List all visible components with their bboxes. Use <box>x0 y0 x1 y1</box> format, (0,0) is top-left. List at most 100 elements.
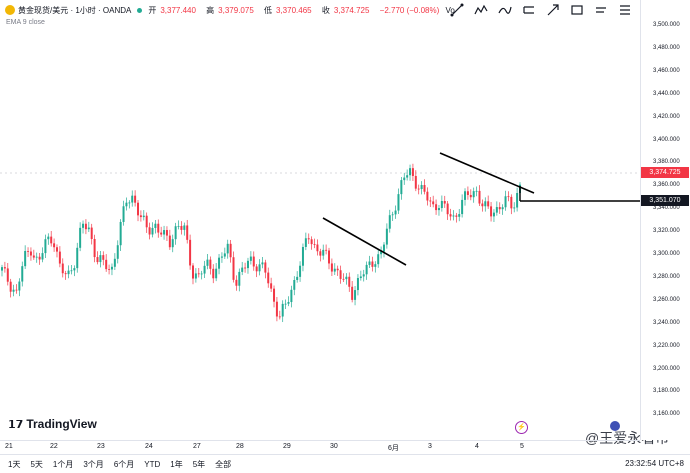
candle-body <box>24 250 27 267</box>
candle-body <box>249 256 252 261</box>
symbol-title[interactable]: 黄金现货/美元 · 1小时 · OANDA <box>18 5 132 15</box>
candle-body <box>18 281 21 291</box>
candle-body <box>119 221 122 246</box>
candle-body <box>356 278 359 291</box>
candle-body <box>154 223 157 228</box>
indicator-legend[interactable]: EMA 9 close <box>6 19 45 26</box>
us-flag-icon[interactable] <box>610 421 620 431</box>
candle-body <box>275 301 278 317</box>
candle-body <box>371 261 374 267</box>
candle-body <box>44 239 47 254</box>
candle-body <box>270 283 273 289</box>
candle-body <box>180 225 183 230</box>
price-tick: 3,240.000 <box>653 319 680 326</box>
candle-body <box>348 276 351 287</box>
ruler-icon[interactable] <box>520 1 538 19</box>
rectangle-icon[interactable] <box>568 1 586 19</box>
arrow-icon[interactable] <box>544 1 562 19</box>
timeframe-button[interactable]: 3个月 <box>83 459 104 469</box>
curve-icon[interactable] <box>496 1 514 19</box>
timeframe-button[interactable]: YTD <box>144 459 161 469</box>
candle-body <box>244 267 247 269</box>
date-tick: 28 <box>236 443 244 450</box>
candle-body <box>478 190 481 204</box>
candle-body <box>226 243 229 254</box>
candle-body <box>148 227 151 235</box>
price-chart[interactable] <box>0 20 640 440</box>
candle-body <box>490 206 493 217</box>
candle-body <box>209 259 212 269</box>
candle-body <box>452 215 455 217</box>
candle-body <box>429 200 432 202</box>
candle-body <box>501 207 504 210</box>
price-tick: 3,420.000 <box>653 113 680 120</box>
candle-body <box>53 243 56 248</box>
candle-body <box>191 265 194 279</box>
candle-body <box>73 268 76 271</box>
candles-group <box>1 163 521 323</box>
candle-body <box>183 225 186 230</box>
candle-body <box>232 257 235 280</box>
ohlc-values: 开 3,377.440 高 3,379.075 低 3,370.465 收 3,374.… <box>148 5 459 16</box>
candle-body <box>492 212 495 217</box>
timeframe-button[interactable]: 全部 <box>215 459 232 469</box>
date-tick: 24 <box>145 443 153 450</box>
timeframe-button[interactable]: 1个月 <box>52 459 74 469</box>
pattern-icon[interactable] <box>472 1 490 19</box>
timeframe-button[interactable]: 1天 <box>8 459 21 469</box>
candle-body <box>325 249 328 251</box>
trend-line-icon[interactable] <box>448 1 466 19</box>
candle-body <box>498 207 501 210</box>
candle-body <box>238 271 241 286</box>
change-value: −2.770 (−0.08%) <box>379 5 440 15</box>
candle-body <box>409 168 412 176</box>
date-tick: 27 <box>193 443 201 450</box>
price-axis[interactable]: 3,500.000 3,480.000 3,460.000 3,440.000 3,42… <box>640 0 690 440</box>
candle-body <box>267 272 270 284</box>
fib-icon[interactable] <box>616 1 634 19</box>
clock[interactable]: 23:32:54 UTC+8 <box>625 459 684 468</box>
candle-body <box>218 257 221 269</box>
timeframe-button[interactable]: 6个月 <box>113 459 135 469</box>
timeframe-button[interactable]: 5年 <box>192 459 206 469</box>
date-axis[interactable]: 21 22 23 24 27 28 29 30 6月 3 4 5 <box>0 440 640 455</box>
candle-body <box>38 256 41 260</box>
candle-body <box>35 256 38 258</box>
volume-label: Vo <box>445 5 455 15</box>
text-icon[interactable] <box>592 1 610 19</box>
candle-body <box>174 226 177 240</box>
candle-body <box>354 290 357 300</box>
price-tick: 3,360.000 <box>653 182 680 189</box>
candle-body <box>96 257 99 263</box>
tradingview-logo[interactable]: 𝟭𝟳 TradingView <box>8 417 97 431</box>
event-bolt-icon[interactable]: ⚡ <box>515 421 528 434</box>
date-tick: 22 <box>50 443 58 450</box>
candle-body <box>139 215 142 218</box>
price-tick: 3,180.000 <box>653 388 680 395</box>
candle-body <box>273 288 276 302</box>
price-tick: 3,320.000 <box>653 228 680 235</box>
candle-body <box>168 235 171 248</box>
timeframe-list: 1天 5天 1个月 3个月 6个月 YTD 1年 5年 全部 <box>0 459 233 470</box>
candle-body <box>200 273 203 275</box>
candle-body <box>391 214 394 216</box>
candle-body <box>197 273 200 275</box>
candle-body <box>281 303 284 317</box>
candle-body <box>296 276 299 281</box>
candle-body <box>374 264 377 267</box>
tradingview-mark-icon: 𝟭𝟳 <box>8 418 24 431</box>
candle-body <box>151 227 154 235</box>
candle-body <box>157 223 160 233</box>
timeframe-button[interactable]: 1年 <box>170 459 183 469</box>
timeframe-button[interactable]: 5天 <box>30 459 43 469</box>
candle-body <box>507 196 510 198</box>
date-tick: 5 <box>520 443 524 450</box>
candle-body <box>310 239 313 245</box>
open-value: 3,377.440 <box>160 5 196 15</box>
candle-body <box>90 227 93 239</box>
price-tick: 3,260.000 <box>653 296 680 303</box>
candle-body <box>110 266 113 270</box>
candle-body <box>128 202 131 204</box>
candle-body <box>513 207 516 209</box>
candle-body <box>41 253 44 260</box>
